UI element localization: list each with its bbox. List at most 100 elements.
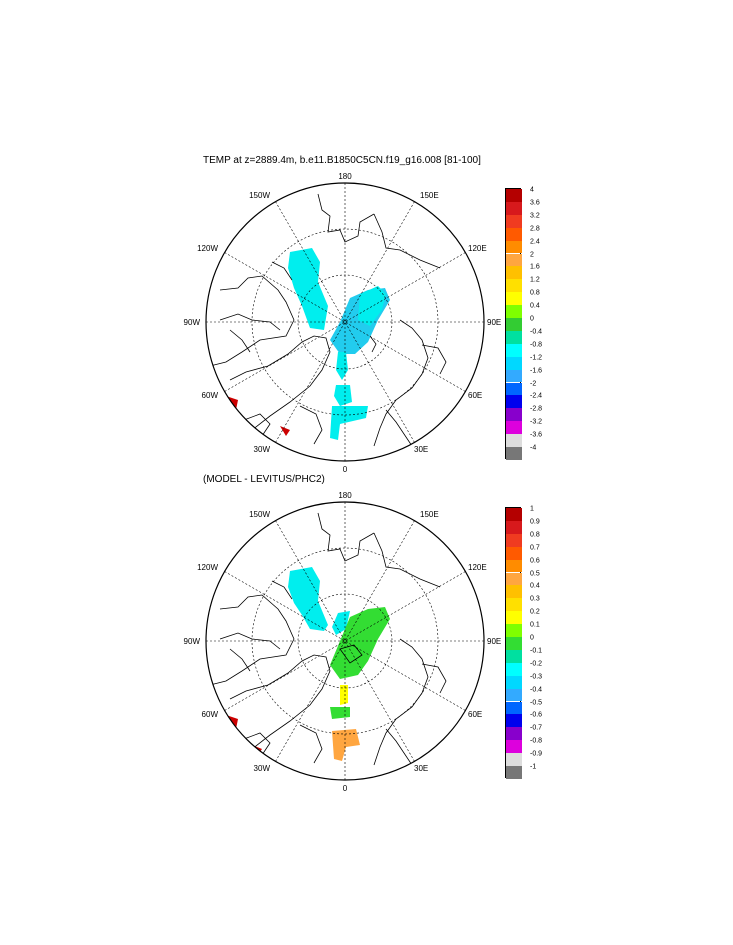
colorbar-tick-label: 2.4 [530,238,540,246]
colorbar-swatch [506,382,522,396]
colorbar-tick-label: 0 [530,315,534,323]
colorbar-swatch [506,688,522,702]
colorbar-swatch [506,611,522,625]
colorbar-swatch [506,189,522,202]
field-region-greenland-sea [330,406,368,440]
colorbar-swatch [506,408,522,422]
colorbar-tick-label: -3.2 [530,418,543,426]
colorbar-tick-label: 0.2 [530,608,540,616]
colorbar-swatch [506,572,522,586]
colorbar-tick-label: -1 [530,763,537,771]
colorbar-tick-label: -0.6 [530,711,543,719]
colorbar-tick-label: -3.6 [530,431,543,439]
colorbar-box [505,507,522,779]
colorbar-swatch [506,533,522,547]
colorbar-swatch [506,292,522,306]
map-boundary-2 [205,501,485,781]
coastlines [209,193,447,447]
colorbar-swatch [506,434,522,447]
colorbar-swatch [506,520,522,534]
colorbar-swatch [506,546,522,560]
colorbar-tick-label: 1.2 [530,276,540,284]
lon-label-60w: 60W [202,710,219,719]
lon-label-120e: 120E [468,563,487,572]
lon-label-30e: 30E [414,445,428,454]
colorbar-swatch [506,266,522,280]
lon-label-180: 180 [338,172,352,181]
polar-map-1-svg: 180 0 90W 90E 150W 150E 120W 120E 60W 60… [184,172,502,474]
colorbar-tick-label: 0.9 [530,518,540,526]
lon-label-90w: 90W [184,637,201,646]
colorbar-tick-label: -0.9 [530,750,543,758]
panel-1-title: TEMP at z=2889.4m, b.e11.B1850C5CN.f19_g… [203,155,481,166]
field-region-fram [334,385,352,406]
field-region-hotspot-b [280,426,290,436]
colorbar-tick-label: -0.4 [530,328,543,336]
lon-label-0: 0 [343,465,348,474]
colorbar-swatch [506,624,522,637]
colorbar-tick-label: 0.6 [530,557,540,565]
colorbar-tick-label: 0.1 [530,621,540,629]
colorbar-swatch [506,343,522,357]
colorbar-tick-label: 0.5 [530,570,540,577]
field-region-beaufort [288,248,328,330]
field-region-lomonosov-diff-yellow [340,685,348,705]
map-boundary [205,182,485,462]
colorbar-swatch [506,305,522,318]
lon-label-90w: 90W [184,318,201,327]
colorbar-swatch [506,330,522,344]
colorbar-swatch [506,740,522,754]
colorbar-swatch [506,675,522,689]
lon-label-30e: 30E [414,764,428,773]
colorbar-tick-label: -1.2 [530,354,543,362]
colorbar-tick-label: -4 [530,444,537,452]
field-region-beaufort-diff [288,567,328,631]
polar-map-difference: 180 0 90W 90E 150W 150E 120W 120E 60W 60… [184,489,502,799]
colorbar-tick-label: 0.4 [530,582,540,590]
colorbar-swatch [506,356,522,370]
colorbar-swatch [506,279,522,293]
colorbar-swatch [506,318,522,331]
lon-label-150e: 150E [420,510,439,519]
field-region-lomonosov [336,352,348,380]
colorbar-swatch [506,559,522,573]
colorbar-tick-label: 0.7 [530,544,540,552]
lon-label-150w: 150W [249,510,270,519]
colorbar-tick-label: -0.3 [530,673,543,681]
colorbar-swatch [506,766,522,779]
colorbar-tick-label: 1.6 [530,263,540,271]
lon-label-120e: 120E [468,244,487,253]
panel-2-title: (MODEL - LEVITUS/PHC2) [203,474,325,485]
colorbar-tick-label: -0.5 [530,699,543,706]
colorbar-swatch [506,637,522,650]
colorbar-swatch [506,395,522,409]
colorbar-swatch [506,214,522,228]
lon-label-30w: 30W [254,764,271,773]
field-region-fram-diff [330,707,350,719]
colorbar-tick-label: 2 [530,251,534,258]
lon-label-60w: 60W [202,391,219,400]
colorbar-tick-label: -0.4 [530,686,543,694]
colorbar-tick-label: 1 [530,505,534,513]
colorbar-swatch [506,714,522,728]
graticule-2 [206,502,484,780]
colorbar-tick-label: -2 [530,380,537,387]
colorbar-swatch [506,201,522,215]
colorbar-swatch [506,508,522,521]
colorbar-tick-label: 3.2 [530,212,540,220]
colorbar-swatch [506,753,522,766]
colorbar-tick-label: -2.8 [530,405,543,413]
colorbar-tick-label: -0.1 [530,647,543,655]
colorbar-tick-label: -0.2 [530,660,543,668]
field-region-central-diff-green [330,607,390,679]
colorbar-swatch [506,727,522,741]
colorbar-swatch [506,421,522,435]
colorbar-tick-label: 3.6 [530,199,540,207]
lon-label-30w: 30W [254,445,271,454]
colorbar-swatch [506,585,522,599]
colorbar-swatch [506,447,522,460]
colorbar-swatch [506,253,522,267]
graticule [206,183,484,461]
colorbar-swatch [506,369,522,383]
colorbar-swatch [506,240,522,254]
